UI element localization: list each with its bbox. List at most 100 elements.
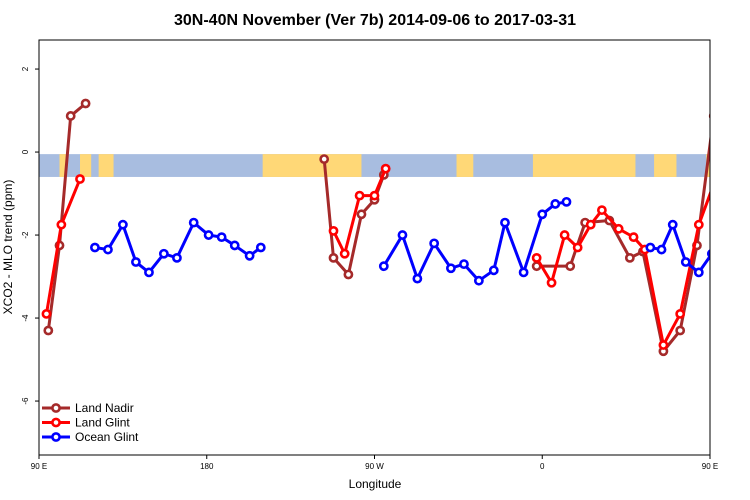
series-ocean-glint [90, 196, 710, 286]
legend-label: Land Glint [75, 416, 130, 430]
land-nadir-point [356, 209, 367, 220]
land-glint-point [585, 219, 596, 230]
legend-label: Land Nadir [75, 401, 134, 415]
ocean-glint-point [216, 232, 227, 243]
series-land-glint [41, 163, 719, 350]
legend-swatch-marker [51, 417, 61, 428]
x-tick-label: 90 E [31, 462, 47, 471]
ocean-glint-point [537, 209, 548, 220]
legend-swatch-marker [51, 432, 61, 442]
x-tick-label: 90 E [702, 462, 718, 471]
land-glint-point [369, 190, 380, 201]
land-glint-point [693, 219, 704, 230]
land-nadir-point [675, 325, 686, 336]
land-span [80, 154, 92, 177]
y-tick-label: -6 [21, 397, 30, 405]
y-tick-label: -4 [21, 314, 30, 322]
land-nadir-point [708, 112, 710, 120]
ocean-glint-point [244, 250, 255, 261]
ocean-glint-point [131, 257, 141, 267]
land-glint-point [596, 205, 607, 216]
ocean-glint-point [459, 259, 469, 269]
land-nadir-point [319, 154, 330, 165]
land-glint-point [658, 340, 669, 350]
ocean-glint-point [656, 244, 667, 255]
land-nadir-point [725, 100, 732, 107]
ocean-glint-point [446, 263, 456, 274]
land-nadir-point [80, 98, 91, 109]
chart-title: 30N-40N November (Ver 7b) 2014-09-06 to … [174, 12, 576, 29]
land-nadir-point [343, 269, 354, 280]
ocean-glint-point [172, 252, 182, 263]
series-layer [41, 98, 732, 357]
ocean-glint-point [103, 244, 113, 255]
land-span [262, 154, 362, 177]
land-span [532, 154, 636, 177]
land-mask-band [39, 154, 710, 177]
ocean-glint-point [680, 257, 691, 267]
ocean-glint-point [429, 238, 440, 249]
ocean-glint-point [188, 217, 199, 228]
land-nadir-point [624, 252, 635, 263]
ocean-glint-point [117, 219, 128, 230]
ocean-glint-point [488, 265, 499, 276]
land-span [654, 154, 677, 177]
land-glint-point [572, 242, 583, 253]
ocean-glint-point [667, 219, 678, 230]
legend-item-land-glint: Land Glint [42, 416, 130, 430]
land-glint-point [41, 308, 52, 319]
ocean-glint-point [144, 267, 154, 278]
ocean-glint-point [473, 275, 484, 286]
land-nadir-point [328, 252, 339, 263]
land-glint-point [559, 230, 570, 240]
y-axis: 2 0 -2 -4 -6 [21, 66, 39, 405]
land-glint-point [675, 308, 686, 319]
ocean-glint-point [229, 240, 240, 251]
x-axis: 90 E 180 90 W 0 90 E [31, 455, 718, 471]
ocean-glint-point [706, 249, 710, 259]
land-glint-point [328, 225, 339, 236]
series-land-nadir [43, 98, 732, 357]
y-tick-label: -2 [21, 231, 30, 239]
legend-item-ocean-glint: Ocean Glint [42, 430, 139, 444]
ocean-glint-point [203, 230, 214, 240]
land-span [456, 154, 474, 177]
x-axis-label: Longitude [349, 477, 402, 491]
ocean-glint-point [561, 196, 572, 207]
ocean-glint-point [158, 248, 169, 259]
land-glint-point [354, 190, 365, 201]
land-glint-point [546, 277, 557, 288]
land-span [59, 154, 67, 177]
land-glint-point [531, 252, 542, 263]
ocean-glint-point [397, 230, 408, 240]
y-axis-label: XCO2 - MLO trend (ppm) [1, 180, 15, 315]
land-span [98, 154, 114, 177]
ocean-glint-point [645, 242, 656, 253]
ocean-glint-point [518, 267, 529, 278]
legend-item-land-nadir: Land Nadir [42, 401, 134, 415]
y-tick-label: 2 [21, 66, 30, 71]
land-nadir-point [565, 261, 576, 272]
y-tick-label: 0 [21, 149, 30, 154]
land-glint-point [339, 248, 350, 259]
land-nadir-line [46, 102, 87, 331]
land-glint-point [613, 223, 624, 234]
ocean-glint-point [412, 273, 423, 284]
ocean-glint-point [378, 261, 389, 272]
ocean-glint-point [255, 242, 266, 253]
ocean-glint-point [500, 217, 510, 228]
x-tick-label: 180 [200, 462, 214, 471]
x-tick-label: 0 [540, 462, 545, 471]
land-nadir-point [43, 325, 54, 336]
ocean-glint-point [90, 242, 100, 253]
land-glint-point [712, 175, 719, 182]
legend-label: Ocean Glint [75, 430, 139, 444]
land-glint-point [628, 232, 639, 243]
legend-swatch-marker [51, 403, 61, 413]
ocean-glint-point [550, 199, 561, 209]
land-nadir-point [65, 111, 76, 121]
land-glint-point [56, 219, 67, 230]
land-glint-point [75, 174, 85, 184]
